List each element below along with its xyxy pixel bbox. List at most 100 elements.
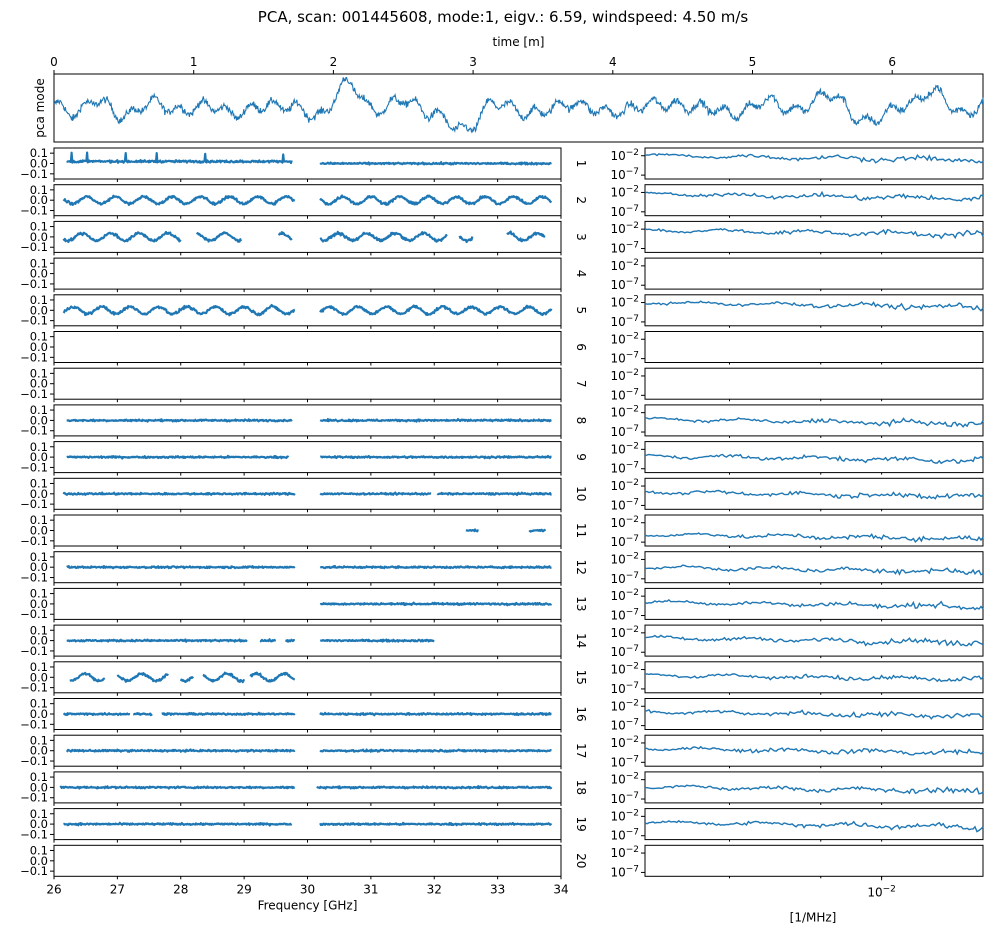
frequency-y-tick-label: −0.1	[20, 607, 48, 621]
spectrum-y-tick-label: 10−7	[610, 351, 639, 366]
spectrum-y-tick-label: 10−2	[610, 735, 639, 750]
spectrum-y-tick-label-base: 10	[610, 222, 625, 236]
frequency-data-segment	[319, 638, 435, 643]
spectrum-panel-frame	[644, 367, 984, 400]
frequency-panel-11: 0.10.0−0.1 11	[20, 513, 588, 549]
spectrum-y-tick-label: 10−2	[610, 698, 639, 713]
spectrum-panel-5: 10−210−7	[610, 294, 984, 329]
spectrum-y-tick-label-exponent: −2	[626, 735, 639, 745]
frequency-y-tick-label: 0.0	[30, 597, 48, 611]
frequency-data-segment	[319, 821, 553, 827]
spectrum-y-tick-label-base: 10	[610, 626, 625, 640]
spectrum-y-tick-label-exponent: −7	[626, 571, 639, 581]
frequency-y-tick-label: 0.1	[30, 403, 48, 417]
frequency-y-tick-label: −0.1	[20, 497, 48, 511]
spectrum-y-tick-label-exponent: −7	[626, 461, 639, 471]
spectrum-panel-6: 10−210−7	[610, 331, 984, 366]
spectrum-y-tick-label: 10−2	[610, 478, 639, 493]
spectrum-y-tick-label-base: 10	[610, 168, 625, 182]
spectrum-y-tick-label-base: 10	[610, 185, 625, 199]
spectrum-y-tick-label: 10−7	[610, 277, 639, 292]
frequency-x-tick-label: 30	[300, 882, 315, 896]
spectrum-y-tick-label-exponent: −7	[626, 314, 639, 324]
spectrum-data-line	[645, 673, 984, 683]
spectrum-data-line	[644, 300, 984, 312]
frequency-y-tick-label: 0.1	[30, 476, 48, 490]
frequency-data-segment	[63, 821, 293, 827]
frequency-panel-17: 0.10.0−0.1 17	[20, 733, 588, 770]
frequency-panel-4: 0.10.0−0.1 4	[20, 256, 588, 293]
frequency-data-segment	[319, 194, 553, 206]
top-x-tick-label: 0	[50, 55, 58, 69]
frequency-y-tick-label: 0.1	[30, 623, 48, 637]
top-y-axis-label: pca mode	[33, 78, 47, 137]
spectrum-y-tick-label-base: 10	[610, 792, 625, 806]
top-x-tick-label: 6	[888, 55, 896, 69]
top-pca-trace	[53, 76, 984, 134]
top-x-tick-label: 2	[330, 55, 338, 69]
spectrum-y-tick-label-exponent: −2	[626, 331, 639, 341]
spectrum-data-line	[645, 784, 984, 795]
frequency-row-label: 14	[574, 633, 588, 648]
spectrum-x-tick-label: 10−2	[867, 884, 896, 899]
spectrum-y-tick-label-exponent: −7	[626, 387, 639, 397]
frequency-data-segment	[319, 418, 552, 423]
spectrum-y-tick-label-exponent: −7	[626, 718, 639, 728]
frequency-data-segment	[319, 748, 552, 754]
frequency-y-tick-label: −0.1	[20, 717, 48, 731]
frequency-data-segment	[66, 151, 293, 165]
spectrum-y-tick-label-base: 10	[610, 589, 625, 603]
spectrum-y-tick-label-exponent: −7	[626, 864, 639, 874]
frequency-y-tick-label: 0.0	[30, 707, 48, 721]
spectrum-panels: 10−210−710−210−710−210−710−210−710−210−7…	[610, 147, 984, 924]
spectrum-y-tick-label: 10−2	[610, 551, 639, 566]
frequency-y-tick-label: 0.0	[30, 744, 48, 758]
spectrum-y-tick-label-exponent: −7	[626, 204, 639, 214]
spectrum-y-tick-label-base: 10	[610, 259, 625, 273]
frequency-data-segment	[319, 491, 432, 496]
frequency-row-label: 1	[574, 160, 588, 168]
spectrum-y-tick-label: 10−2	[610, 588, 639, 603]
spectrum-panel-frame	[644, 220, 984, 253]
spectrum-data-line	[644, 709, 984, 720]
spectrum-panel-20: 10−210−710−2[1/MHz]	[610, 844, 984, 924]
frequency-data-segment	[132, 712, 153, 717]
spectrum-y-tick-label-exponent: −2	[626, 148, 639, 158]
spectrum-y-tick-label-base: 10	[610, 682, 625, 696]
spectrum-y-tick-label-exponent: −7	[626, 277, 639, 287]
spectrum-panel-17: 10−210−7	[610, 734, 984, 769]
spectrum-panel-10: 10−210−7	[610, 477, 984, 512]
frequency-y-tick-label: 0.0	[30, 450, 48, 464]
frequency-y-tick-label: −0.1	[20, 864, 48, 878]
spectrum-y-tick-label-exponent: −2	[626, 625, 639, 635]
frequency-panel-12: 0.10.0−0.1 12	[20, 550, 588, 586]
spectrum-y-tick-label: 10−7	[610, 791, 639, 806]
spectrum-y-tick-label-exponent: −2	[626, 184, 639, 194]
frequency-panel-5: 0.10.0−0.1 5	[20, 293, 588, 329]
frequency-x-tick-label: 26	[46, 882, 61, 896]
frequency-panel-6: 0.10.0−0.1 6	[20, 330, 588, 366]
frequency-data-segment	[161, 711, 296, 717]
frequency-data-segment	[66, 418, 293, 423]
frequency-row-label: 16	[574, 706, 588, 721]
frequency-panel-14: 0.10.0−0.1 14	[20, 623, 588, 660]
top-x-axis-label: time [m]	[493, 35, 545, 49]
frequency-panel-1: 0.10.0−0.1 1	[20, 146, 588, 182]
frequency-row-label: 18	[574, 780, 588, 795]
spectrum-y-tick-label-base: 10	[610, 315, 625, 329]
frequency-y-tick-label: −0.1	[20, 314, 48, 328]
spectrum-y-tick-label-base: 10	[610, 572, 625, 586]
spectrum-panel-18: 10−210−7	[610, 771, 984, 806]
spectrum-y-tick-label-base: 10	[610, 719, 625, 733]
frequency-data-segment	[202, 671, 246, 684]
frequency-panel-10: 0.10.0−0.1 10	[20, 476, 588, 513]
spectrum-panel-frame	[644, 441, 984, 474]
spectrum-y-tick-label: 10−7	[610, 718, 639, 733]
spectrum-y-tick-label-base: 10	[610, 406, 625, 420]
spectrum-panel-frame	[644, 587, 984, 620]
spectrum-y-tick-label-exponent: −7	[626, 534, 639, 544]
frequency-panel-20: 0.10.0−0.1 20 26 27 28 29 30 31 32 33 34 Frequency …	[20, 843, 588, 912]
frequency-y-tick-label: 0.1	[30, 733, 48, 747]
frequency-data-segment	[195, 231, 243, 243]
